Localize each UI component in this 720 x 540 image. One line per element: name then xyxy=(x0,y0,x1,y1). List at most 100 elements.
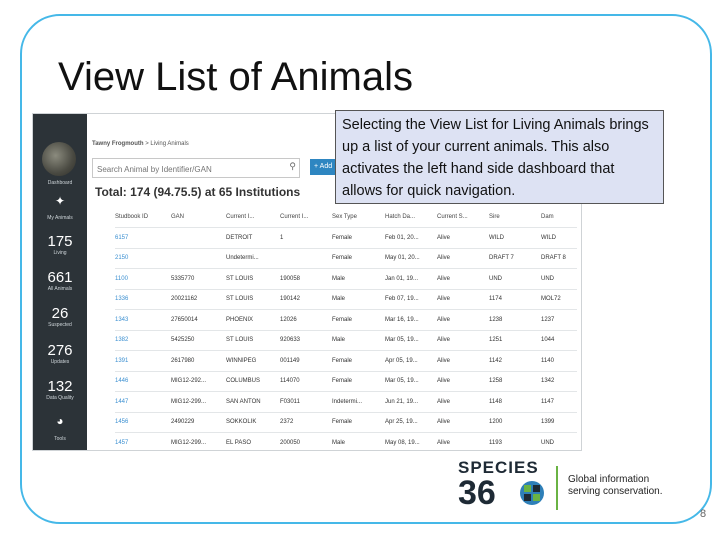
sidebar-stat-updates[interactable]: 276 Updates xyxy=(33,343,87,366)
app-screenshot: Dashboard ✦ My Animals 175 Living 661 Al… xyxy=(32,113,582,451)
table-cell: Alive xyxy=(437,350,489,371)
stat-value: 276 xyxy=(47,342,73,359)
search-input[interactable] xyxy=(93,161,277,178)
stat-label: Updates xyxy=(50,359,70,365)
table-cell: 1147 xyxy=(541,391,577,412)
table-cell: Mar 16, 19... xyxy=(385,309,437,330)
sidebar-item-my-animals[interactable]: My Animals xyxy=(33,215,87,222)
table-cell: Mar 05, 19... xyxy=(385,329,437,351)
table-cell: 1200 xyxy=(489,411,541,433)
table-row[interactable]: 2150 Undetermi... Female May 01, 20... Alive… xyxy=(115,247,577,269)
table-row[interactable]: 1456 2490229 SOKKOLIK 2372 Female Apr 25, 19.… xyxy=(115,411,577,433)
column-header[interactable]: Studbook ID xyxy=(115,214,149,220)
table-cell: Alive xyxy=(437,411,489,433)
table-cell: Male xyxy=(332,268,385,289)
table-row[interactable]: 6157 DETROIT 1 Female Feb 01, 20... Alive WILD… xyxy=(115,227,577,248)
table-cell: Alive xyxy=(437,309,489,330)
logo-species: SPECIES xyxy=(458,458,539,477)
column-header[interactable]: Current I... xyxy=(280,214,309,220)
table-cell: Undetermi... xyxy=(226,247,280,269)
stat-value: 175 xyxy=(47,233,73,250)
studbook-id-link[interactable]: 1336 xyxy=(115,288,171,310)
table-cell: 1237 xyxy=(541,309,577,330)
column-header[interactable]: Dam xyxy=(541,214,554,220)
search-icon[interactable]: ⚲ xyxy=(289,161,296,171)
table-cell: Indetermi... xyxy=(332,391,385,412)
table-cell: 001149 xyxy=(280,350,332,371)
table-cell: UND xyxy=(541,268,577,289)
column-header[interactable]: Current I... xyxy=(226,214,255,220)
table-row[interactable]: 1446 MIG12-292... COLUMBUS 114070 Female Mar … xyxy=(115,370,577,392)
table-row[interactable]: 1100 5335770 ST LOUIS 190058 Male Jan 01, 19.… xyxy=(115,268,577,289)
studbook-id-link[interactable]: 1446 xyxy=(115,370,171,392)
logo-tagline: Global information serving conservation. xyxy=(568,474,663,498)
table-cell: 1174 xyxy=(489,288,541,310)
studbook-id-link[interactable]: 1447 xyxy=(115,391,171,412)
table-cell: Jun 21, 19... xyxy=(385,391,437,412)
sidebar-item-label: My Animals xyxy=(47,215,73,221)
table-cell: Jan 01, 19... xyxy=(385,268,437,289)
table-cell: 1342 xyxy=(541,370,577,392)
stat-value: 661 xyxy=(47,269,73,286)
table-cell: 2490229 xyxy=(171,411,226,433)
table-cell: Alive xyxy=(437,329,489,351)
table-cell: Male xyxy=(332,288,385,310)
table-cell: COLUMBUS xyxy=(226,370,280,392)
table-cell: WINNIPEG xyxy=(226,350,280,371)
animals-table: Studbook ID GAN Current I... Current I..… xyxy=(115,207,577,450)
pin-icon: ✦ xyxy=(54,194,66,208)
table-body: 6157 DETROIT 1 Female Feb 01, 20... Alive WILD… xyxy=(115,227,577,450)
sidebar-stat-all-animals[interactable]: 661 All Animals xyxy=(33,270,87,293)
table-cell: Alive xyxy=(437,247,489,269)
table-cell: MOL72 xyxy=(541,288,577,310)
studbook-id-link[interactable]: 1382 xyxy=(115,329,171,351)
table-cell: F03011 xyxy=(280,391,332,412)
table-cell: MIG12-292... xyxy=(171,370,226,392)
column-header[interactable]: Current S... xyxy=(437,214,468,220)
column-header[interactable]: Hatch Da... xyxy=(385,214,416,220)
table-row[interactable]: 1457 MIG12-299... EL PASO 200050 Male May 08,… xyxy=(115,432,577,450)
table-cell: Feb 07, 19... xyxy=(385,288,437,310)
studbook-id-link[interactable]: 1343 xyxy=(115,309,171,330)
table-cell: 2617980 xyxy=(171,350,226,371)
column-header[interactable]: Sex Type xyxy=(332,214,357,220)
table-cell: Alive xyxy=(437,391,489,412)
table-cell: 1 xyxy=(280,227,332,248)
sidebar-item-dashboard[interactable]: Dashboard xyxy=(33,180,87,187)
sidebar-item-tools[interactable]: Tools xyxy=(33,436,87,443)
studbook-id-link[interactable]: 2150 xyxy=(115,247,171,269)
table-cell: 1251 xyxy=(489,329,541,351)
logo-divider xyxy=(556,466,558,510)
sidebar-stat-suspected[interactable]: 26 Suspected xyxy=(33,306,87,329)
table-cell: Alive xyxy=(437,432,489,450)
stat-label: All Animals xyxy=(47,286,73,292)
studbook-id-link[interactable]: 6157 xyxy=(115,227,171,248)
table-row[interactable]: 1336 20021162 ST LOUIS 190142 Male Feb 07, 19… xyxy=(115,288,577,310)
table-row[interactable]: 1447 MIG12-299... SAN ANTON F03011 Indetermi… xyxy=(115,391,577,412)
table-cell xyxy=(280,247,332,269)
table-row[interactable]: 1382 5425250 ST LOUIS 920633 Male Mar 05, 19.… xyxy=(115,329,577,351)
search-box: ⚲ xyxy=(92,158,300,178)
table-row[interactable]: 1343 27650014 PHOENIX 12026 Female Mar 16, 19… xyxy=(115,309,577,330)
table-row[interactable]: 1391 2617980 WINNIPEG 001149 Female Apr 05, 1… xyxy=(115,350,577,371)
sidebar-stat-living[interactable]: 175 Living xyxy=(33,234,87,257)
table-cell: 190142 xyxy=(280,288,332,310)
column-header[interactable]: GAN xyxy=(171,214,185,220)
studbook-id-link[interactable]: 1100 xyxy=(115,268,171,289)
stat-label: Suspected xyxy=(48,322,72,328)
table-cell: UND xyxy=(489,268,541,289)
table-cell: Alive xyxy=(437,268,489,289)
sidebar-stat-data-quality[interactable]: 132 Data Quality xyxy=(33,379,87,402)
table-cell: May 08, 19... xyxy=(385,432,437,450)
table-cell: Female xyxy=(332,227,385,248)
table-cell: 1044 xyxy=(541,329,577,351)
avatar[interactable] xyxy=(42,142,76,176)
studbook-id-link[interactable]: 1457 xyxy=(115,432,171,450)
table-cell: Feb 01, 20... xyxy=(385,227,437,248)
breadcrumb-animal[interactable]: Tawny Frogmouth xyxy=(92,141,144,147)
column-header[interactable]: Sire xyxy=(489,214,500,220)
logo-number: 36 xyxy=(458,474,496,512)
sidebar-item-label: Tools xyxy=(54,436,66,442)
studbook-id-link[interactable]: 1456 xyxy=(115,411,171,433)
studbook-id-link[interactable]: 1391 xyxy=(115,350,171,371)
